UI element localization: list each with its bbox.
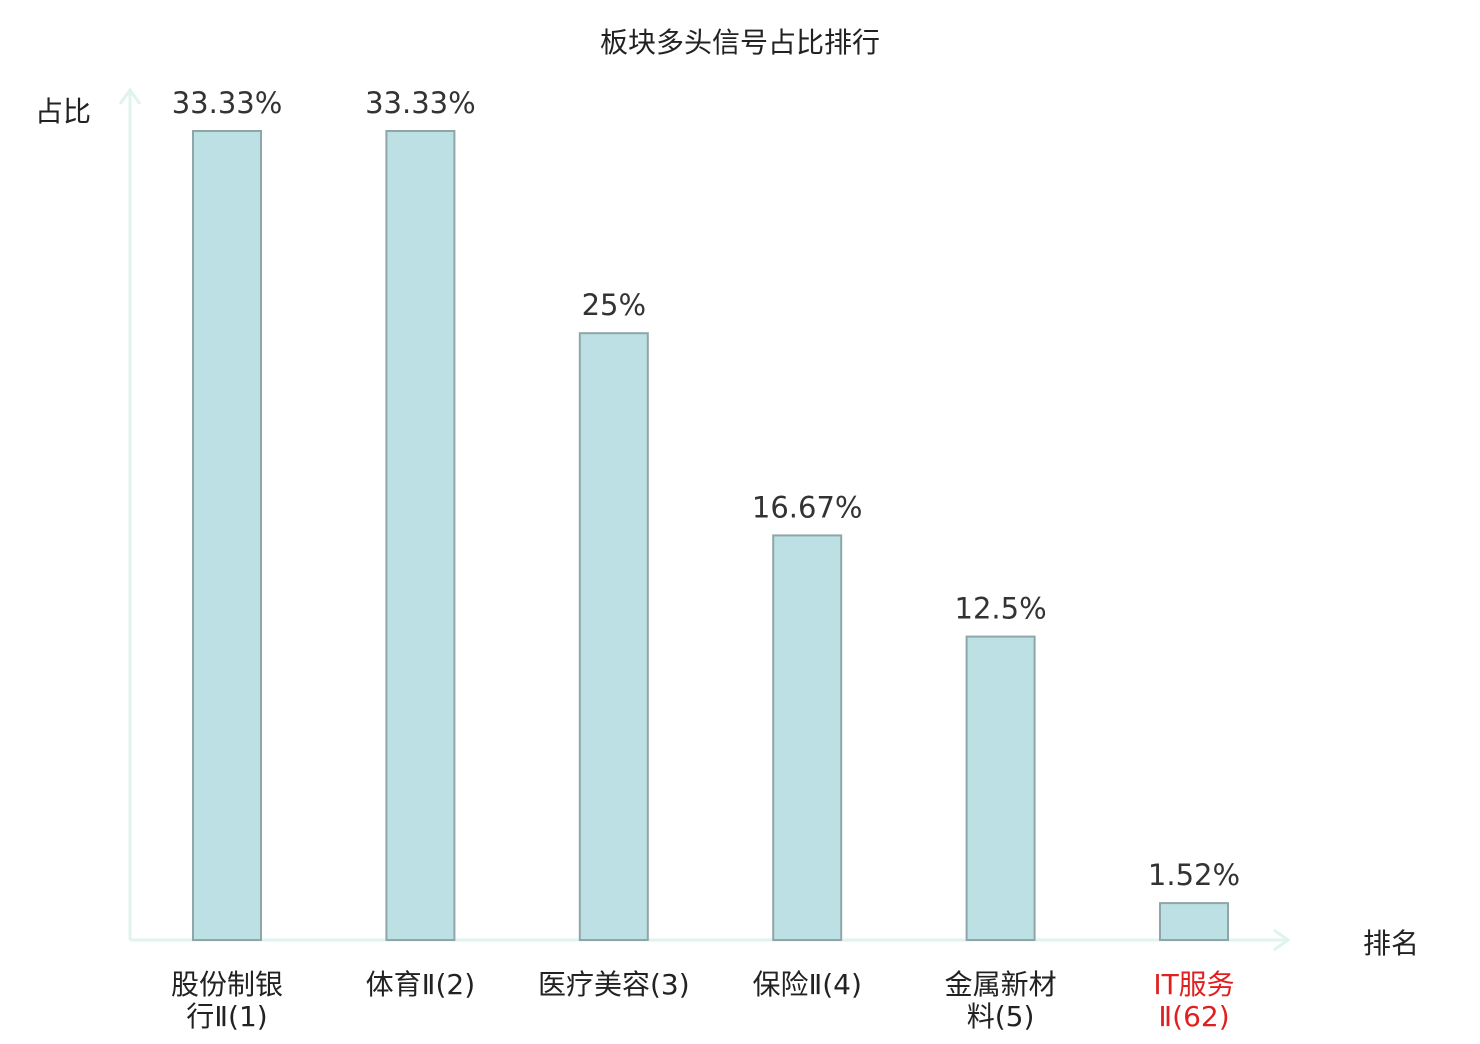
category-label-6-line-1: IT服务	[1153, 968, 1234, 1001]
category-label-2-line-1: 体育Ⅱ(2)	[366, 968, 475, 1001]
bar-2	[385, 130, 456, 941]
bar-6	[1159, 902, 1229, 941]
bar-value-label-2: 33.33%	[365, 86, 476, 120]
bar-value-label-6: 1.52%	[1148, 858, 1240, 892]
bar-value-label-5: 12.5%	[955, 592, 1047, 626]
bar-5	[965, 635, 1036, 941]
y-axis-arrow-icon	[118, 87, 142, 105]
category-label-6-line-2: Ⅱ(62)	[1158, 1000, 1229, 1033]
bar-value-label-4: 16.67%	[752, 490, 863, 524]
bar-value-label-3: 25%	[582, 288, 646, 322]
bar-4	[772, 534, 843, 942]
bar-3	[578, 332, 649, 941]
bar-1	[192, 130, 262, 941]
x-axis-label: 排名	[1363, 927, 1419, 960]
category-label-1-line-1: 股份制银	[171, 968, 283, 1001]
bar-value-label-1: 33.33%	[172, 86, 283, 120]
category-label-4-line-1: 保险Ⅱ(4)	[752, 968, 861, 1001]
x-axis-arrow-icon	[1273, 928, 1291, 952]
chart-title: 板块多头信号占比排行	[600, 26, 880, 59]
category-label-3-line-1: 医疗美容(3)	[538, 968, 690, 1001]
category-label-1-line-2: 行Ⅱ(1)	[186, 1000, 267, 1033]
category-label-5-line-1: 金属新材	[945, 968, 1057, 1001]
y-axis-label: 占比	[35, 95, 91, 128]
category-label-5-line-2: 料(5)	[967, 1000, 1035, 1033]
